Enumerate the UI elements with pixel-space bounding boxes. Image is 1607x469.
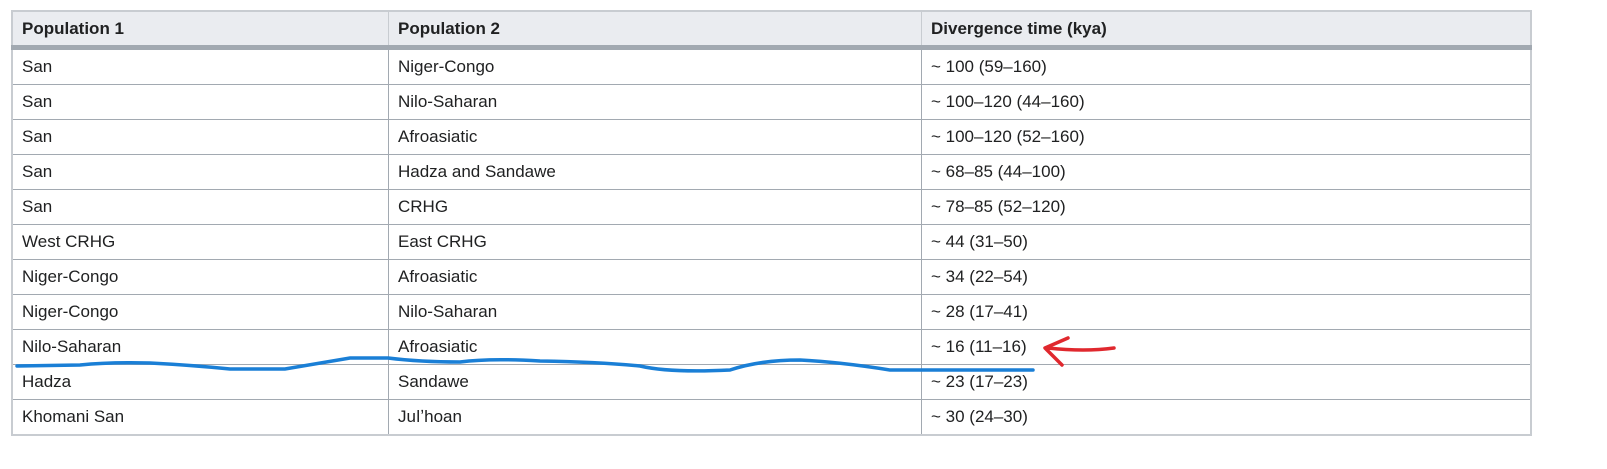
table-cell: Niger-Congo xyxy=(388,47,922,85)
table-row: San Afroasiatic ~ 100–120 (52–160) xyxy=(11,119,1532,155)
table-cell: San xyxy=(11,189,389,225)
table-cell: Nilo-Saharan xyxy=(11,329,389,365)
table-row: Niger-Congo Nilo-Saharan ~ 28 (17–41) xyxy=(11,294,1532,330)
table-cell: Juǀʼhoan xyxy=(388,399,922,436)
table-cell: Afroasiatic xyxy=(388,329,922,365)
table-cell: ~ 100–120 (52–160) xyxy=(921,119,1532,155)
table-cell: ~ 100–120 (44–160) xyxy=(921,84,1532,120)
table-cell: ~ 30 (24–30) xyxy=(921,399,1532,436)
table-cell: ~ 68–85 (44–100) xyxy=(921,154,1532,190)
table-cell: Sandawe xyxy=(388,364,922,400)
table-cell: ~ 23 (17–23) xyxy=(921,364,1532,400)
header-cell: Population 1 xyxy=(11,11,389,50)
header-cell: Divergence time (kya) xyxy=(921,11,1531,50)
table-cell: East CRHG xyxy=(388,224,922,260)
table-cell: San xyxy=(11,154,389,190)
table-row: Nilo-Saharan Afroasiatic ~ 16 (11–16) xyxy=(11,329,1532,365)
table-row: Niger-Congo Afroasiatic ~ 34 (22–54) xyxy=(11,259,1532,295)
table-cell: ~ 100 (59–160) xyxy=(921,47,1532,85)
table-cell: San xyxy=(11,84,389,120)
table-row: San Hadza and Sandawe ~ 68–85 (44–100) xyxy=(11,154,1532,190)
table-row: San Nilo-Saharan ~ 100–120 (44–160) xyxy=(11,84,1532,120)
table-cell: ~ 44 (31–50) xyxy=(921,224,1532,260)
table-row: San CRHG ~ 78–85 (52–120) xyxy=(11,189,1532,225)
table-cell: San xyxy=(11,47,389,85)
table-row: Hadza Sandawe ~ 23 (17–23) xyxy=(11,364,1532,400)
table-cell: San xyxy=(11,119,389,155)
table-cell: Afroasiatic xyxy=(388,259,922,295)
table-cell: Khomani San xyxy=(11,399,389,436)
table-cell: Nilo-Saharan xyxy=(388,84,922,120)
table-cell: ~ 28 (17–41) xyxy=(921,294,1532,330)
table-row: West CRHG East CRHG ~ 44 (31–50) xyxy=(11,224,1532,260)
table-cell: Nilo-Saharan xyxy=(388,294,922,330)
table-cell: Afroasiatic xyxy=(388,119,922,155)
table-cell: Hadza xyxy=(11,364,389,400)
table-cell: ~ 16 (11–16) xyxy=(921,329,1532,365)
table-cell: ~ 78–85 (52–120) xyxy=(921,189,1532,225)
table-row: San Niger-Congo ~ 100 (59–160) xyxy=(11,47,1532,85)
table-cell: CRHG xyxy=(388,189,922,225)
table-cell: Niger-Congo xyxy=(11,259,389,295)
table-cell: Hadza and Sandawe xyxy=(388,154,922,190)
table-cell: West CRHG xyxy=(11,224,389,260)
header-row: Population 1 Population 2 Divergence time … xyxy=(11,11,1531,50)
header-cell: Population 2 xyxy=(388,11,922,50)
table-cell: ~ 34 (22–54) xyxy=(921,259,1532,295)
table-cell: Niger-Congo xyxy=(11,294,389,330)
table-row: Khomani San Juǀʼhoan ~ 30 (24–30) xyxy=(11,399,1532,436)
divergence-table: Population 1 Population 2 Divergence time … xyxy=(11,10,1532,436)
table-body: San Niger-Congo ~ 100 (59–160) San Nilo-Saha… xyxy=(11,47,1532,436)
